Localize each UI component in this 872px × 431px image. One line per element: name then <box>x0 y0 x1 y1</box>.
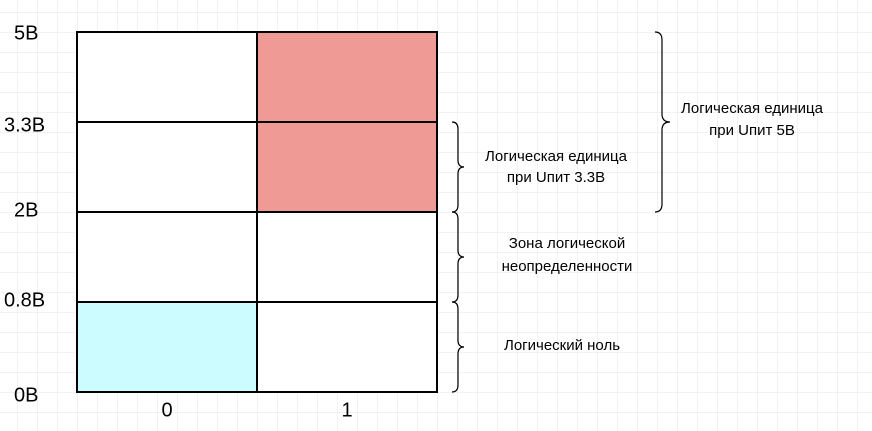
level-label: 0.8В <box>4 289 45 311</box>
zone-label: Логический ноль <box>504 337 620 354</box>
zone-label: Логическая единица <box>485 148 628 165</box>
cell <box>256 121 438 213</box>
brace <box>451 121 465 213</box>
brace <box>451 211 465 303</box>
cell <box>76 31 258 123</box>
cell <box>76 211 258 303</box>
column-label: 0 <box>161 399 172 421</box>
cells <box>76 31 438 393</box>
cell <box>256 211 438 303</box>
cell <box>76 301 258 393</box>
zone-label: неопределенности <box>502 258 633 275</box>
cell <box>256 301 438 393</box>
cell <box>256 31 438 123</box>
zone-label: при Uпит 3.3В <box>507 169 605 186</box>
zone-label: Зона логической <box>509 235 625 252</box>
level-label: 0В <box>14 384 38 406</box>
brace <box>451 301 465 393</box>
zone-label: при Uпит 5В <box>709 122 795 139</box>
cell <box>76 121 258 213</box>
level-label: 3.3В <box>4 114 45 136</box>
level-label: 5В <box>14 22 38 44</box>
column-label: 1 <box>341 399 352 421</box>
level-label: 2В <box>14 199 38 221</box>
brace <box>654 31 671 213</box>
zone-label: Логическая единица <box>681 100 824 117</box>
